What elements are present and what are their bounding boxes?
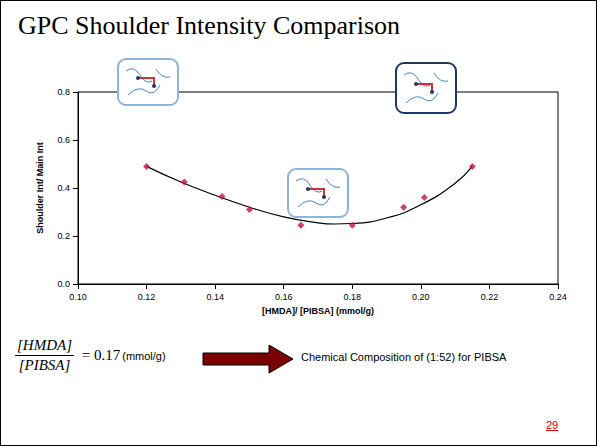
html-text:[PIBSA]: [PIBSA]: [18, 357, 71, 373]
svg-text:0.16: 0.16: [275, 292, 293, 302]
svg-text:0.18: 0.18: [344, 292, 362, 302]
svg-text:0.4: 0.4: [57, 183, 70, 193]
html-text:29: 29: [546, 419, 559, 431]
svg-text:[HMDA]/ [PIBSA] (mmol/g): [HMDA]/ [PIBSA] (mmol/g): [262, 306, 374, 316]
svg-text:0.2: 0.2: [57, 231, 70, 241]
svg-text:GPC Shoulder Intensity Compari: GPC Shoulder Intensity Comparison: [18, 11, 400, 40]
html-text:[HMDA]: [HMDA]: [17, 337, 72, 353]
svg-text:0.22: 0.22: [481, 292, 499, 302]
svg-text:0.20: 0.20: [412, 292, 430, 302]
svg-text:0.6: 0.6: [57, 135, 70, 145]
svg-text:0.8: 0.8: [57, 87, 70, 97]
svg-text:0.0: 0.0: [57, 279, 70, 289]
svg-text:0.10: 0.10: [69, 292, 87, 302]
svg-text:0.12: 0.12: [138, 292, 156, 302]
html-text:Chemical Composition of (1:52): Chemical Composition of (1:52) for PIBSA: [301, 351, 507, 363]
svg-text:Shoulder Int/ Main Int: Shoulder Int/ Main Int: [35, 142, 45, 234]
html-text:= 0.17(mmol/g): = 0.17(mmol/g): [78, 347, 166, 363]
svg-text:0.24: 0.24: [549, 292, 567, 302]
svg-text:0.14: 0.14: [206, 292, 224, 302]
